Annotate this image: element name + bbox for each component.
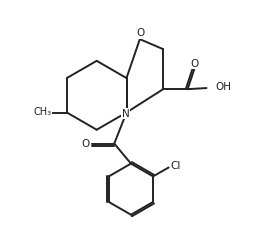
Text: CH₃: CH₃ [33,108,51,117]
Text: Cl: Cl [170,161,181,171]
Text: N: N [121,109,129,119]
Text: O: O [82,139,90,148]
Text: O: O [137,28,145,38]
Text: OH: OH [216,82,232,92]
Text: O: O [190,58,198,69]
